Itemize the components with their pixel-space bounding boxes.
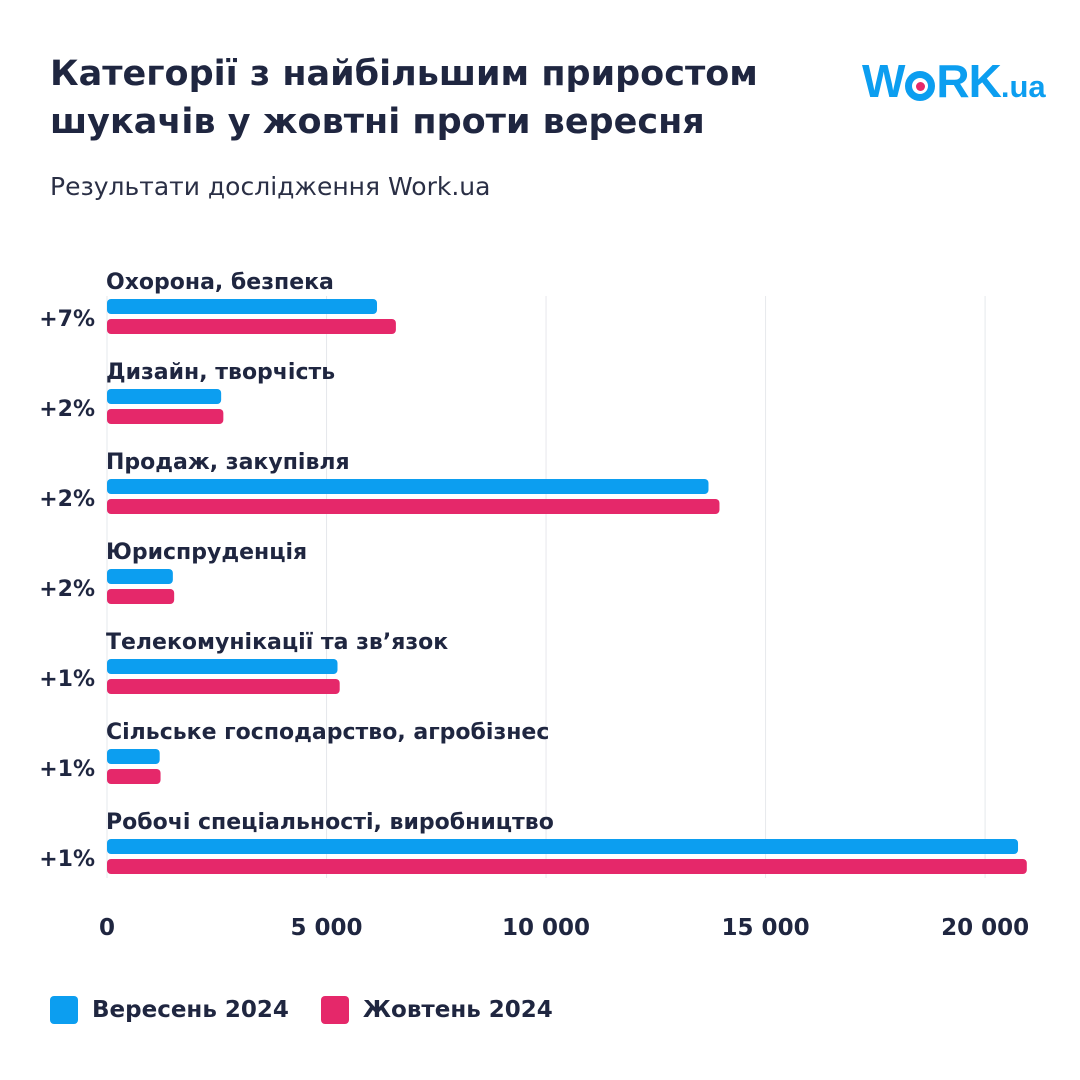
- bar-october: [107, 499, 720, 514]
- category-label: Робочі спеціальності, виробництво: [106, 810, 554, 835]
- x-tick-label: 20 000: [941, 915, 1029, 941]
- x-tick-label: 0: [99, 915, 115, 941]
- category-label: Сільське господарство, агробізнес: [106, 720, 549, 745]
- category-label: Продаж, закупівля: [106, 450, 350, 475]
- growth-label: +7%: [39, 307, 95, 332]
- category-label: Охорона, безпека: [106, 270, 334, 295]
- bar-october: [107, 679, 340, 694]
- bar-september: [107, 749, 160, 764]
- bar-september: [107, 299, 378, 314]
- logo-o-icon: [905, 71, 936, 101]
- legend-item-october: Жовтень 2024: [320, 996, 553, 1024]
- chart-title: Категорії з найбільшим приростом шукачів…: [50, 54, 758, 142]
- growth-label: +1%: [39, 667, 95, 692]
- category-label: Дизайн, творчість: [106, 360, 335, 385]
- growth-label: +2%: [39, 397, 95, 422]
- growth-label: +2%: [39, 487, 95, 512]
- growth-label: +2%: [39, 577, 95, 602]
- bar-chart: 0 5 000 10 000 15 000 20 000 Охорона, безпека…: [39, 270, 1029, 941]
- category-label: Юриспруденція: [106, 540, 307, 565]
- growth-label: +1%: [39, 847, 95, 872]
- x-tick-label: 10 000: [502, 915, 590, 941]
- logo-suffix: .ua: [1000, 69, 1046, 104]
- chart-subtitle: Результати дослідження Work.ua: [50, 172, 491, 201]
- bar-october: [107, 589, 175, 604]
- bar-september: [107, 479, 709, 494]
- x-tick-label: 15 000: [722, 915, 810, 941]
- work-ua-logo: W RK.ua: [862, 54, 1046, 107]
- bar-september: [107, 839, 1019, 854]
- growth-label: +1%: [39, 757, 95, 782]
- logo-letter-w: W: [862, 55, 905, 107]
- legend-label-october: Жовтень 2024: [362, 997, 553, 1023]
- bar-september: [107, 389, 222, 404]
- legend-item-september: Вересень 2024: [50, 996, 289, 1024]
- bar-october: [107, 859, 1027, 874]
- bar-october: [107, 769, 161, 784]
- legend-swatch-september: [50, 996, 78, 1024]
- bar-october: [107, 409, 224, 424]
- bar-october: [107, 319, 396, 334]
- category-label: Телекомунікації та зв’язок: [106, 630, 448, 655]
- bar-september: [107, 569, 173, 584]
- chart-legend: Вересень 2024 Жовтень 2024: [50, 996, 585, 1024]
- bar-september: [107, 659, 338, 674]
- x-tick-label: 5 000: [291, 915, 363, 941]
- legend-label-september: Вересень 2024: [92, 997, 289, 1023]
- logo-letters-rk: RK: [936, 55, 1001, 107]
- legend-swatch-october: [320, 996, 349, 1024]
